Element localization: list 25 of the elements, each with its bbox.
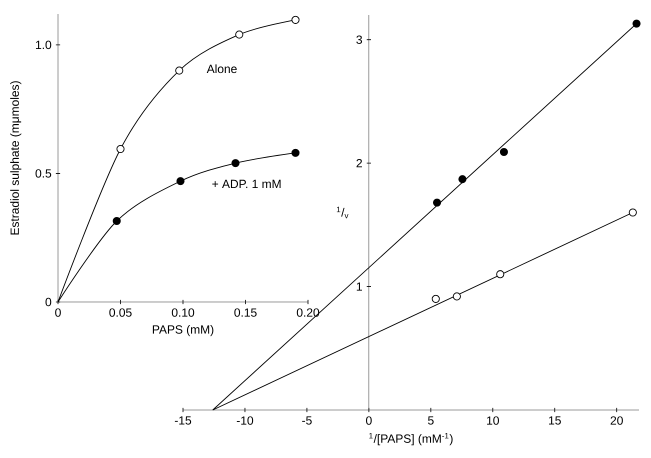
x-tick-label: -15 xyxy=(174,416,192,425)
x-axis-title: $^{1}$/[PAPS] (mM$^{-1}$) xyxy=(369,432,453,446)
x-tick-label: 15 xyxy=(549,416,561,425)
x-tick-label: -10 xyxy=(236,416,254,425)
y-tick-label: 2 xyxy=(356,158,362,168)
annotation: Alone xyxy=(206,64,237,74)
x-tick-label: 5 xyxy=(428,416,434,425)
x-tick-label: -5 xyxy=(302,416,312,425)
x-tick-label: 0.20 xyxy=(296,308,320,317)
x-tick-label: 20 xyxy=(610,416,623,425)
x-tick-label: 0.05 xyxy=(109,308,132,317)
y-axis-title: Estradiol sulphate (mμmoles) xyxy=(10,81,22,235)
y-tick-label: 0 xyxy=(46,298,52,306)
x-tick-label: 0.10 xyxy=(172,308,194,317)
x-tick-label: 0 xyxy=(55,308,61,317)
x-axis-title: PAPS (mM) xyxy=(152,324,214,336)
x-tick-label: 10 xyxy=(487,416,499,425)
y-tick-label: 1.0 xyxy=(36,40,52,50)
y-tick-label: 1 xyxy=(356,282,362,291)
y-tick-label: 3 xyxy=(356,35,362,44)
y-tick-label: 0.5 xyxy=(36,169,52,178)
x-tick-label: 0 xyxy=(366,416,372,425)
y-axis-title: $^{1}$/$_{v}$ xyxy=(336,206,348,218)
annotation: + ADP. 1 mM xyxy=(212,180,281,188)
x-tick-label: 0.15 xyxy=(234,308,257,317)
